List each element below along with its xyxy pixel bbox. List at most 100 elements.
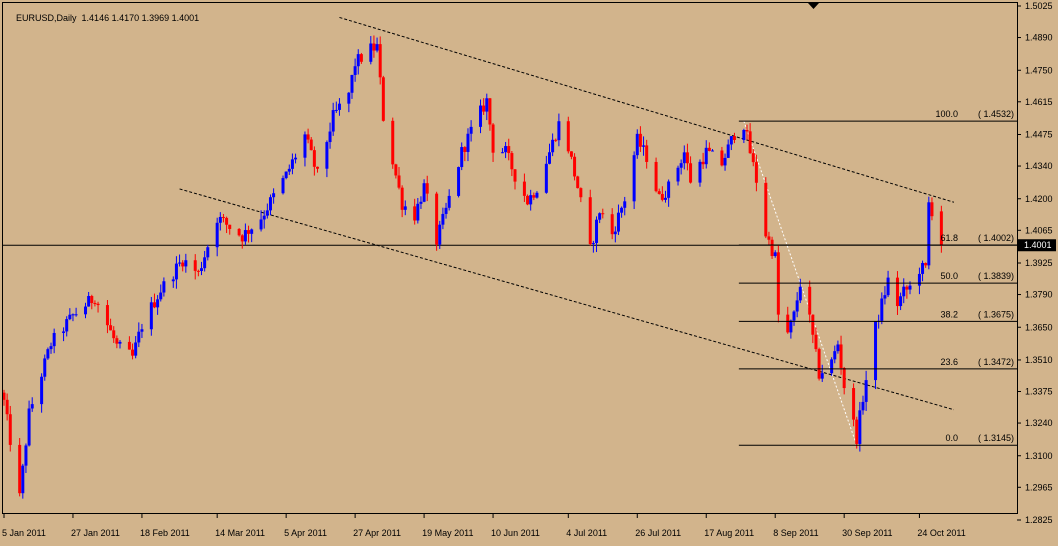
candle-bull [667,181,671,198]
candle-bull [328,131,332,143]
fib-level-label: 100.0 [935,109,958,119]
candle-bear [90,295,94,304]
x-tick-label: 17 Aug 2011 [704,528,754,538]
candle-bull [43,358,47,377]
candle-bear [240,235,244,242]
y-tick-label: 1.3790 [1025,290,1053,300]
candle-bull [403,206,407,210]
current-price-text: 1.4001 [1024,240,1052,250]
candle-bull [613,231,617,235]
candle-bear [309,139,313,151]
candle-bear [732,136,736,140]
candle-bull [87,295,91,307]
candle-bear [852,388,856,420]
candle-bear [18,444,22,494]
candle-bear [811,314,815,335]
candle-bull [416,203,420,221]
candle-bear [588,197,592,245]
candle-bear [115,338,119,344]
y-tick-label: 1.4890 [1025,33,1053,43]
candle-bear [491,124,495,153]
candle-bear [610,214,614,235]
candle-bull [118,341,122,344]
candle-bull [52,332,56,347]
fib-level-price: ( 1.4532) [978,109,1014,119]
candle-bull [206,247,210,258]
candle-bull [682,152,686,164]
candle-bear [905,286,909,290]
candle-bear [397,175,401,188]
candle-bull [303,134,307,158]
candle-bull [663,197,667,200]
fib-level-price: ( 1.4002) [978,233,1014,243]
candle-bull [457,167,461,196]
candle-bull [500,152,504,154]
candle-last [939,211,943,246]
candle-bull [337,103,341,110]
candle-bull [861,401,865,411]
candle-bear [808,286,812,315]
candle-bull [350,74,354,93]
candle-bull [551,139,555,153]
candle-bear [5,399,9,415]
candle-bull [356,54,360,67]
price-axis: 1.5025 1.4890 1.4750 1.4615 1.4475 1.4340 1.42… [1017,1,1053,525]
candle-bear [720,150,724,166]
candle-bull [795,300,799,312]
candle-bear [814,334,818,350]
candle-bear [196,270,200,272]
candle-bull [159,292,163,300]
candle-bear [754,162,758,183]
candle-bear [770,239,774,257]
candle-bear [660,193,664,200]
y-tick-label: 1.3240 [1025,418,1053,428]
candle-bull [836,344,840,352]
candle-bull [281,178,285,194]
candle-bull [438,224,442,245]
candle-bull [200,268,204,271]
candle-bull [880,298,884,321]
candle-bull [729,136,733,145]
candle-bear [751,153,755,163]
candle-bull [798,286,802,301]
trend-line-2 [179,188,955,411]
candle-bull [635,133,639,156]
candle-bull [616,212,620,232]
candle-bear [127,341,131,350]
current-price-box [1018,239,1056,252]
candle-bull [62,331,66,333]
candle-bull [858,410,862,444]
candle-bear [221,216,225,218]
fib-level-label: 61.8 [940,233,958,243]
candle-bull [331,110,335,132]
y-tick-label: 1.4475 [1025,130,1053,140]
candle-bear [554,139,558,141]
candle-bull [485,98,489,112]
y-tick-label: 1.3925 [1025,258,1053,268]
candle-bull [595,219,599,244]
candle-bear [930,202,934,217]
candle-bull [820,373,824,379]
candle-bear [532,195,536,198]
candle-bear [152,302,156,308]
candle-bull [250,229,254,234]
candle-bear [573,156,577,177]
candle-bear [657,191,661,194]
candle-bull [262,215,266,220]
candle-bear [855,419,859,444]
candle-bull [529,195,533,205]
candle-bull [620,207,624,213]
candle-bear [378,44,382,78]
candle-bull [84,306,88,315]
candle-bear [839,344,843,369]
candle-bull [921,263,925,274]
candle-bear [400,187,404,210]
candle-bear [435,193,439,245]
candles [2,35,943,499]
candle-bear [463,147,467,152]
candle-bear [786,314,790,333]
y-tick-label: 1.3100 [1025,451,1053,461]
candle-bear [96,303,100,306]
